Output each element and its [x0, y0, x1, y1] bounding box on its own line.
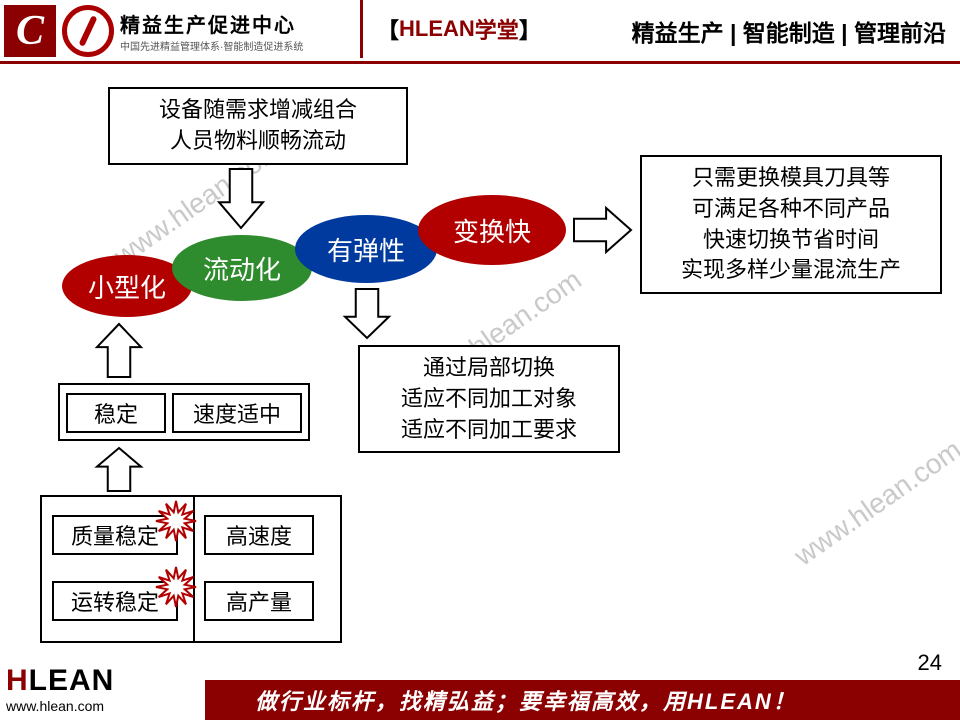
arrow-top-down: [216, 167, 266, 231]
quad-cell-3: 高产量: [204, 581, 314, 621]
burst-icon-0: [154, 499, 198, 548]
footer-slogan: 做行业标杆，找精弘益；要幸福高效，用HLEAN！: [205, 680, 960, 720]
box-right: 只需更换模具刀具等 可满足各种不同产品 快速切换节省时间 实现多样少量混流生产: [640, 155, 942, 294]
quad-cell-1: 高速度: [204, 515, 314, 555]
box-mid: 通过局部切换 适应不同加工对象 适应不同加工要求: [358, 345, 620, 453]
mid-xuetang: 学堂: [475, 13, 519, 45]
arrow-pair-up: [94, 321, 144, 379]
logo-block: C 精益生产促进中心 中国先进精益管理体系·智能制造促进系统: [0, 0, 350, 61]
ellipse-3: 变换快: [418, 195, 566, 265]
logo-subtitle: 中国先进精益管理体系·智能制造促进系统: [120, 38, 303, 53]
box-top: 设备随需求增减组合 人员物料顺畅流动: [108, 87, 408, 165]
logo-c-icon: C: [4, 5, 56, 57]
ellipse-1: 流动化: [172, 235, 312, 301]
footer-left: HLEAN www.hlean.com: [6, 664, 114, 714]
arrow-ellipse-right: [572, 205, 634, 255]
arrow-quad-up: [94, 445, 144, 493]
header-right: 精益生产 | 智能制造 | 管理前沿: [632, 0, 946, 61]
pair-cell-0: 稳定: [66, 393, 166, 433]
mid-hlean: HLEAN: [399, 16, 475, 42]
footer: HLEAN www.hlean.com 做行业标杆，找精弘益；要幸福高效，用HL…: [0, 660, 960, 720]
ellipse-2: 有弹性: [295, 215, 437, 283]
logo-title: 精益生产促进中心: [120, 9, 303, 38]
pair-cell-1: 速度适中: [172, 393, 302, 433]
logo-circle-icon: [62, 5, 114, 57]
watermark-2: www.hlean.com: [789, 434, 960, 573]
brand-rest: LEAN: [29, 664, 115, 697]
header: C 精益生产促进中心 中国先进精益管理体系·智能制造促进系统 【 HLEAN 学…: [0, 0, 960, 64]
logo-text: 精益生产促进中心 中国先进精益管理体系·智能制造促进系统: [120, 9, 303, 53]
header-mid: 【 HLEAN 学堂 】: [360, 0, 541, 58]
footer-page: 24: [918, 650, 942, 676]
brand-h: H: [6, 664, 29, 697]
diagram-canvas: www.hlean.comwww.hlean.comwww.hlean.com …: [0, 67, 960, 657]
footer-brand: HLEAN: [6, 664, 114, 698]
burst-icon-1: [154, 565, 198, 614]
bracket-r: 】: [519, 13, 541, 45]
footer-url: www.hlean.com: [6, 698, 114, 714]
arrow-ellipse-down: [342, 287, 392, 341]
bracket-l: 【: [377, 13, 399, 45]
